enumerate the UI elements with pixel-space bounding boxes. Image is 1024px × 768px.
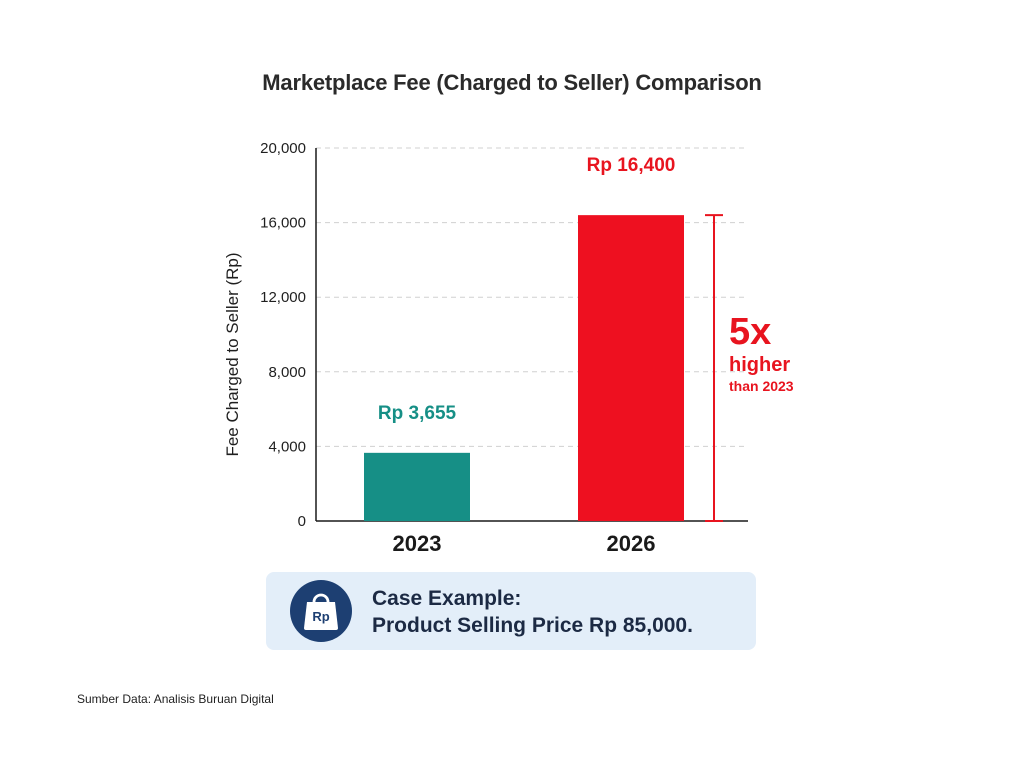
case-example-detail: Product Selling Price Rp 85,000. [372, 614, 693, 637]
y-tick-label: 8,000 [268, 364, 306, 381]
y-tick-label: 20,000 [260, 140, 306, 157]
data-label-2023: Rp 3,655 [378, 403, 457, 424]
bag-icon-text: Rp [312, 609, 329, 624]
y-tick-label: 16,000 [260, 215, 306, 232]
case-example-text: Case Example: Product Selling Price Rp 8… [372, 585, 693, 639]
multiplier-label: 5x [729, 311, 771, 353]
y-tick-label: 12,000 [260, 289, 306, 306]
case-example-heading: Case Example: [372, 587, 522, 610]
multiplier-note: than 2023 [729, 378, 794, 394]
data-label-2026: Rp 16,400 [587, 155, 676, 176]
case-example-box: Rp Case Example: Product Selling Price R… [266, 572, 756, 650]
source-note: Sumber Data: Analisis Buruan Digital [77, 692, 274, 706]
y-axis-title: Fee Charged to Seller (Rp) [223, 252, 242, 456]
bar-2026 [578, 215, 684, 521]
x-tick-label: 2026 [607, 531, 656, 556]
y-tick-label: 4,000 [268, 438, 306, 455]
chart-title: Marketplace Fee (Charged to Seller) Comp… [262, 70, 762, 95]
multiplier-subtitle: higher [729, 354, 790, 376]
bar-chart: 0 4,000 8,000 12,000 16,000 20,000 Fee Charged… [223, 140, 794, 556]
y-tick-label: 0 [298, 513, 306, 530]
bar-2023 [364, 452, 470, 521]
shopping-bag-icon: Rp [290, 580, 352, 642]
x-tick-label: 2023 [393, 531, 442, 556]
